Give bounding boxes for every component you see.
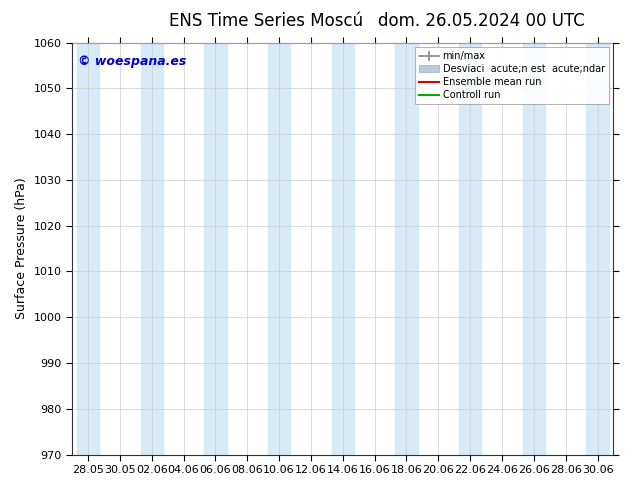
Bar [396,43,418,455]
Text: ENS Time Series Moscú: ENS Time Series Moscú [169,12,363,30]
Text: © woespana.es: © woespana.es [77,55,186,68]
Bar [586,43,609,455]
Bar [332,43,354,455]
Bar [77,43,99,455]
Legend: min/max, Desviaci  acute;n est  acute;ndar, Ensemble mean run, Controll run: min/max, Desviaci acute;n est acute;ndar… [415,48,609,104]
Bar [268,43,290,455]
Bar [141,43,163,455]
Text: dom. 26.05.2024 00 UTC: dom. 26.05.2024 00 UTC [378,12,585,30]
Bar [522,43,545,455]
Bar [204,43,226,455]
Y-axis label: Surface Pressure (hPa): Surface Pressure (hPa) [15,178,28,319]
Bar [459,43,481,455]
